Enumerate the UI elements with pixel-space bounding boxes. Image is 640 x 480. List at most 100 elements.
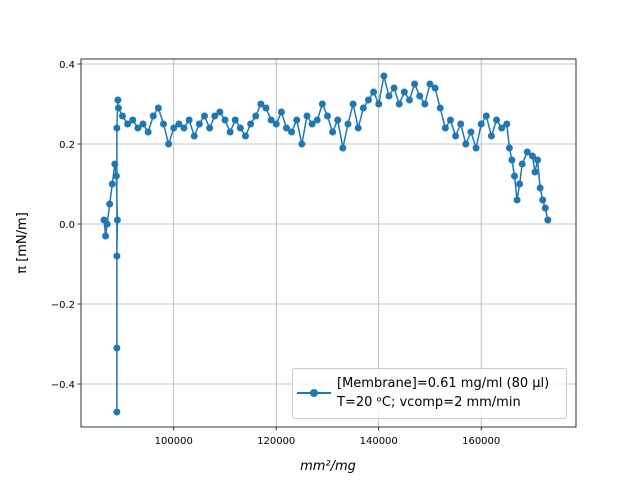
data-point — [323, 112, 331, 120]
data-point — [541, 204, 549, 212]
y-tick-label: 0.2 — [59, 140, 75, 151]
data-point — [354, 124, 362, 132]
x-tick-label: 120000 — [257, 436, 295, 447]
data-point — [111, 160, 119, 168]
data-point — [400, 88, 408, 96]
data-point — [113, 408, 121, 416]
data-point — [534, 156, 542, 164]
data-point — [195, 120, 203, 128]
data-point — [112, 172, 120, 180]
data-point — [395, 100, 403, 108]
data-point — [511, 172, 519, 180]
data-point — [206, 124, 214, 132]
data-point — [288, 128, 296, 136]
data-point — [539, 196, 547, 204]
data-point — [108, 180, 116, 188]
y-tick-label: 0.4 — [59, 60, 75, 71]
data-point — [149, 112, 157, 120]
data-point — [498, 124, 506, 132]
data-point — [436, 104, 444, 112]
data-point — [405, 96, 413, 104]
x-tick-label: 140000 — [360, 436, 398, 447]
data-point — [165, 140, 173, 148]
x-tick-label: 100000 — [155, 436, 193, 447]
data-point — [472, 144, 480, 152]
y-axis-label: π [mN/m] — [15, 212, 30, 274]
data-point — [262, 104, 270, 112]
data-point — [457, 120, 465, 128]
data-point — [528, 152, 536, 160]
data-point — [113, 252, 121, 260]
data-point — [226, 128, 234, 136]
data-point — [134, 124, 142, 132]
data-point — [103, 220, 111, 228]
data-point — [113, 124, 121, 132]
data-point — [308, 120, 316, 128]
data-point — [211, 112, 219, 120]
data-point — [231, 116, 239, 124]
data-point — [441, 124, 449, 132]
legend-label: [Membrane]=0.61 mg/ml (80 μl) T=20 ᵒC; v… — [337, 376, 550, 410]
data-point — [518, 160, 526, 168]
data-point — [303, 112, 311, 120]
data-point — [505, 144, 513, 152]
data-point — [298, 140, 306, 148]
data-point — [114, 104, 122, 112]
data-point — [508, 156, 516, 164]
data-point — [200, 112, 208, 120]
data-point — [385, 92, 393, 100]
data-point — [349, 100, 357, 108]
data-point — [462, 140, 470, 148]
data-point — [544, 216, 552, 224]
data-point — [139, 120, 147, 128]
data-point — [380, 72, 388, 80]
legend-marker — [310, 389, 318, 397]
data-point — [446, 116, 454, 124]
data-point — [221, 116, 229, 124]
data-point — [452, 132, 460, 140]
data-point — [318, 100, 326, 108]
data-point — [421, 100, 429, 108]
data-point — [267, 116, 275, 124]
data-point — [113, 344, 121, 352]
data-point — [370, 88, 378, 96]
data-point — [170, 124, 178, 132]
data-point — [106, 200, 114, 208]
data-point — [180, 124, 188, 132]
data-point — [531, 168, 539, 176]
y-tick-label: 0.0 — [59, 220, 75, 231]
data-point — [113, 216, 121, 224]
plot-frame — [80, 58, 577, 428]
data-point — [516, 180, 524, 188]
data-point — [431, 84, 439, 92]
data-point — [411, 80, 419, 88]
data-point — [277, 108, 285, 116]
data-point — [257, 100, 265, 108]
data-point — [252, 112, 260, 120]
data-point — [144, 128, 152, 136]
data-point — [426, 80, 434, 88]
legend-handle — [297, 389, 331, 397]
data-point — [487, 132, 495, 140]
data-point — [190, 132, 198, 140]
data-point — [124, 120, 132, 128]
data-point — [329, 128, 337, 136]
data-point — [467, 128, 475, 136]
y-tick-label: −0.2 — [51, 300, 75, 311]
data-point — [154, 104, 162, 112]
data-point — [236, 124, 244, 132]
data-point — [359, 104, 367, 112]
data-point — [313, 116, 321, 124]
data-point — [160, 120, 167, 128]
x-axis-label: mm²/mg — [300, 459, 356, 474]
data-point — [185, 116, 193, 124]
grid — [81, 59, 576, 427]
data-point — [293, 116, 301, 124]
data-point — [119, 112, 127, 120]
data-point — [114, 96, 122, 104]
data-point — [536, 184, 544, 192]
data-point — [364, 96, 372, 104]
data-point — [282, 124, 290, 132]
